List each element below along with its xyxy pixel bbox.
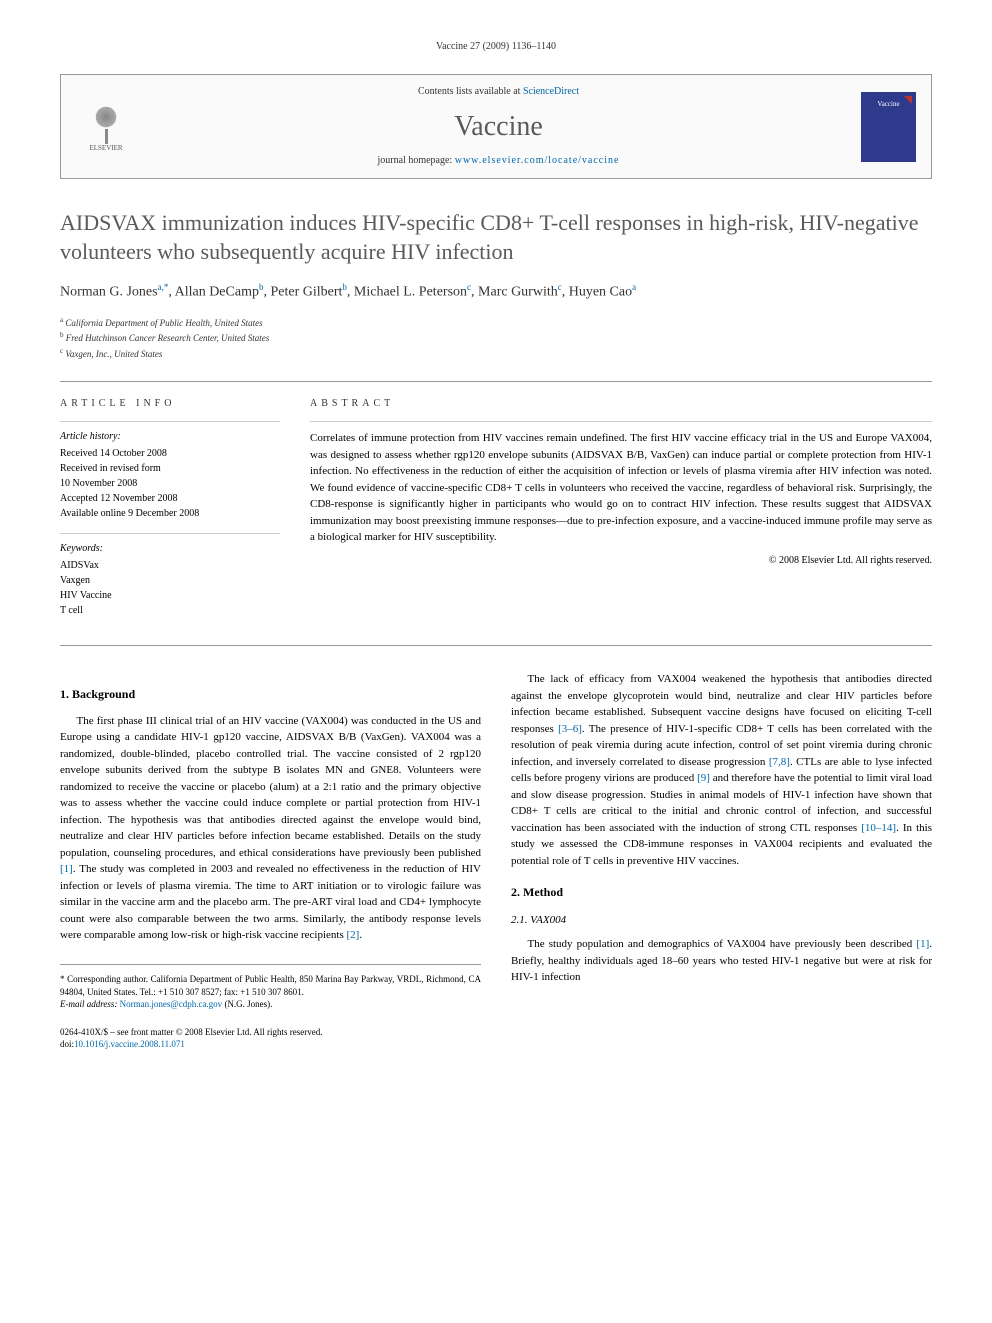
- publisher-label: ELSEVIER: [89, 144, 122, 154]
- masthead-center: Contents lists available at ScienceDirec…: [136, 85, 861, 168]
- body-paragraph: The first phase III clinical trial of an…: [60, 713, 481, 944]
- history-label: Article history:: [60, 430, 280, 444]
- affil-text: Vaxgen, Inc., United States: [65, 349, 162, 359]
- article-info-heading: ARTICLE INFO: [60, 397, 280, 411]
- abstract-copyright: © 2008 Elsevier Ltd. All rights reserved…: [310, 554, 932, 568]
- contents-available-line: Contents lists available at ScienceDirec…: [136, 85, 861, 99]
- issn-line: 0264-410X/$ – see front matter © 2008 El…: [60, 1026, 932, 1039]
- journal-cover-thumb[interactable]: Vaccine: [861, 92, 916, 162]
- revised-date: 10 November 2008: [60, 476, 280, 491]
- author-affil-sup: c: [558, 282, 562, 292]
- citation-link[interactable]: [1]: [916, 938, 929, 950]
- author-name[interactable]: Peter Gilbert: [270, 285, 342, 300]
- citation-link[interactable]: [9]: [697, 772, 710, 784]
- homepage-line: journal homepage: www.elsevier.com/locat…: [136, 154, 861, 168]
- para-text: were comparable among low-risk or high-r…: [60, 929, 347, 941]
- email-suffix: (N.G. Jones).: [222, 999, 272, 1009]
- abstract-text: Correlates of immune protection from HIV…: [310, 421, 932, 546]
- homepage-prefix: journal homepage:: [378, 155, 455, 166]
- footer-identifiers: 0264-410X/$ – see front matter © 2008 El…: [60, 1026, 932, 1051]
- journal-masthead: ELSEVIER Contents lists available at Sci…: [60, 74, 932, 179]
- article-title: AIDSVAX immunization induces HIV-specifi…: [60, 209, 932, 266]
- affil-sup: c: [60, 347, 63, 355]
- cover-label: Vaccine: [877, 100, 899, 110]
- corresponding-author-footnote: * Corresponding author. California Depar…: [60, 964, 481, 1011]
- doi-line: doi:10.1016/j.vaccine.2008.11.071: [60, 1038, 932, 1051]
- affil-text: California Department of Public Health, …: [65, 318, 262, 328]
- email-label: E-mail address:: [60, 999, 120, 1009]
- keyword-item: T cell: [60, 603, 280, 618]
- keyword-item: Vaxgen: [60, 573, 280, 588]
- page-container: Vaccine 27 (2009) 1136–1140 ELSEVIER Con…: [0, 0, 992, 1091]
- doi-prefix: doi:: [60, 1039, 74, 1049]
- publisher-logo[interactable]: ELSEVIER: [76, 92, 136, 162]
- section-1-heading: 1. Background: [60, 686, 481, 703]
- email-line: E-mail address: Norman.jones@cdph.ca.gov…: [60, 998, 481, 1011]
- author-name[interactable]: Michael L. Peterson: [354, 285, 467, 300]
- author-name[interactable]: Marc Gurwith: [478, 285, 558, 300]
- affiliation-item: a California Department of Public Health…: [60, 315, 932, 331]
- running-head-citation: Vaccine 27 (2009) 1136–1140: [60, 40, 932, 54]
- citation-link[interactable]: [2]: [347, 929, 360, 941]
- abstract-column: ABSTRACT Correlates of immune protection…: [310, 397, 932, 630]
- para-text: .: [359, 929, 362, 941]
- citation-link[interactable]: [7,8]: [769, 756, 790, 768]
- affil-text: Fred Hutchinson Cancer Research Center, …: [66, 333, 270, 343]
- author-affil-sup: a: [632, 282, 636, 292]
- author-affil-sup: c: [467, 282, 471, 292]
- citation-link[interactable]: [1]: [60, 863, 73, 875]
- keywords-label: Keywords:: [60, 542, 280, 556]
- journal-title: Vaccine: [136, 107, 861, 146]
- homepage-link[interactable]: www.elsevier.com/locate/vaccine: [455, 155, 620, 166]
- para-text: The first phase III clinical trial of an…: [60, 715, 481, 859]
- para-text: The study population and demographics of…: [528, 938, 917, 950]
- author-list: Norman G. Jonesa,*, Allan DeCampb, Peter…: [60, 281, 932, 302]
- revised-label: Received in revised form: [60, 461, 280, 476]
- author-name[interactable]: Norman G. Jones: [60, 285, 158, 300]
- body-paragraph: The study population and demographics of…: [511, 936, 932, 986]
- online-date: Available online 9 December 2008: [60, 506, 280, 521]
- info-abstract-row: ARTICLE INFO Article history: Received 1…: [60, 397, 932, 630]
- article-history-block: Article history: Received 14 October 200…: [60, 421, 280, 521]
- keyword-item: HIV Vaccine: [60, 588, 280, 603]
- keywords-block: Keywords: AIDSVax Vaxgen HIV Vaccine T c…: [60, 533, 280, 618]
- section-2-heading: 2. Method: [511, 884, 932, 901]
- elsevier-tree-icon: [86, 99, 126, 144]
- keyword-item: AIDSVax: [60, 558, 280, 573]
- received-date: Received 14 October 2008: [60, 446, 280, 461]
- affiliation-item: b Fred Hutchinson Cancer Research Center…: [60, 330, 932, 346]
- contents-prefix: Contents lists available at: [418, 86, 523, 97]
- email-link[interactable]: Norman.jones@cdph.ca.gov: [120, 999, 223, 1009]
- author-name[interactable]: Allan DeCamp: [175, 285, 259, 300]
- citation-link[interactable]: [10–14]: [861, 822, 896, 834]
- affil-sup: a: [60, 316, 63, 324]
- author-affil-sup: b: [259, 282, 264, 292]
- body-paragraph: The lack of efficacy from VAX004 weakene…: [511, 671, 932, 869]
- section-2-1-heading: 2.1. VAX004: [511, 913, 932, 928]
- affiliation-item: c Vaxgen, Inc., United States: [60, 346, 932, 362]
- author-affil-sup: a,*: [158, 282, 169, 292]
- section-divider: [60, 645, 932, 646]
- article-info-column: ARTICLE INFO Article history: Received 1…: [60, 397, 280, 630]
- body-two-column: 1. Background The first phase III clinic…: [60, 671, 932, 1011]
- corresponding-text: * Corresponding author. California Depar…: [60, 973, 481, 998]
- abstract-heading: ABSTRACT: [310, 397, 932, 411]
- author-affil-sup: b: [342, 282, 347, 292]
- author-name[interactable]: Huyen Cao: [569, 285, 632, 300]
- sciencedirect-link[interactable]: ScienceDirect: [523, 86, 579, 97]
- citation-link[interactable]: [3–6]: [558, 723, 582, 735]
- doi-link[interactable]: 10.1016/j.vaccine.2008.11.071: [74, 1039, 185, 1049]
- affil-sup: b: [60, 331, 64, 339]
- section-divider: [60, 381, 932, 382]
- para-text: . The study was completed in 2003 and re…: [60, 863, 481, 925]
- affiliation-list: a California Department of Public Health…: [60, 315, 932, 362]
- accepted-date: Accepted 12 November 2008: [60, 491, 280, 506]
